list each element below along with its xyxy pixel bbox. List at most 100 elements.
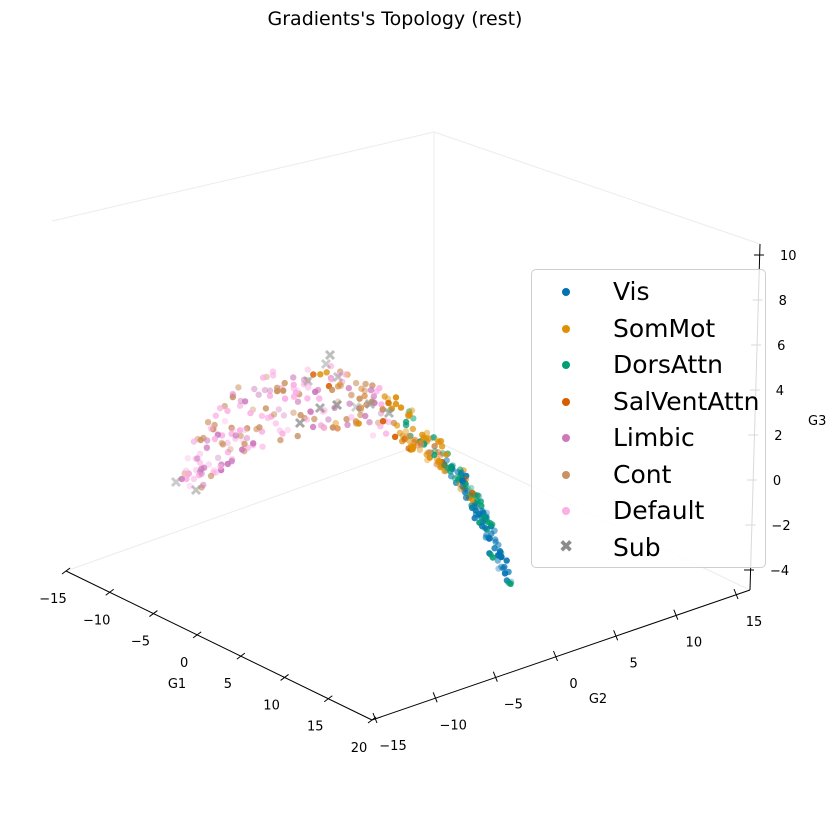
g3-tick-label: −4 bbox=[770, 564, 789, 579]
chart-title: Gradients's Topology (rest) bbox=[267, 8, 523, 30]
point-default bbox=[303, 416, 311, 423]
g3-axis-label: G3 bbox=[808, 414, 826, 429]
point-default bbox=[316, 395, 323, 402]
point-cont bbox=[204, 419, 212, 426]
point-sommot bbox=[336, 381, 344, 388]
sub-marker-stroke bbox=[320, 358, 332, 370]
point-cont bbox=[328, 386, 336, 394]
point-limbic bbox=[198, 465, 205, 472]
point-cont bbox=[356, 405, 363, 412]
point-vis bbox=[443, 457, 450, 464]
point-cont bbox=[337, 382, 345, 390]
point-cont bbox=[270, 411, 278, 418]
point-salventattn bbox=[469, 489, 476, 496]
point-default bbox=[320, 424, 328, 432]
legend-marker bbox=[562, 434, 570, 442]
point-cont bbox=[207, 472, 215, 480]
point-default bbox=[377, 423, 384, 430]
point-salventattn bbox=[358, 385, 365, 392]
point-cont bbox=[235, 384, 242, 391]
point-vis bbox=[498, 563, 505, 570]
point-cont bbox=[228, 424, 235, 431]
point-vis bbox=[463, 487, 470, 494]
sub-marker-stroke bbox=[331, 399, 343, 411]
legend-item: Cont bbox=[532, 457, 765, 493]
point-salventattn bbox=[411, 436, 419, 444]
point-vis bbox=[488, 530, 495, 537]
point-sommot bbox=[408, 407, 416, 414]
point-cont bbox=[219, 441, 227, 448]
g2-tick bbox=[492, 671, 498, 682]
g2-axis-label: G2 bbox=[589, 692, 607, 707]
point-dorsattn bbox=[466, 491, 474, 498]
point-sommot bbox=[435, 457, 443, 465]
point-dorsattn bbox=[454, 474, 461, 481]
point-default bbox=[264, 414, 271, 421]
point-sub bbox=[331, 399, 343, 411]
point-cont bbox=[406, 432, 413, 440]
point-cont bbox=[241, 440, 248, 448]
point-default bbox=[217, 463, 224, 471]
point-sub bbox=[383, 407, 395, 419]
sub-marker-stroke bbox=[170, 476, 182, 488]
point-salventattn bbox=[379, 418, 387, 425]
g1-tick bbox=[323, 695, 333, 703]
point-cont bbox=[362, 380, 369, 388]
point-sommot bbox=[409, 443, 417, 450]
point-limbic bbox=[251, 385, 258, 393]
g3-tick-label: 4 bbox=[776, 384, 784, 399]
legend-marker-x-icon: ✖ bbox=[559, 536, 574, 557]
point-sommot bbox=[405, 412, 412, 419]
point-cont bbox=[361, 387, 368, 394]
point-sub bbox=[190, 484, 202, 496]
point-dorsattn bbox=[505, 579, 513, 586]
g1-tick-label: −5 bbox=[131, 635, 150, 650]
legend: Vis SomMot DorsAttn SalVentAttn Limbic Cont De… bbox=[531, 269, 766, 568]
point-dorsattn bbox=[402, 421, 410, 429]
point-limbic bbox=[239, 446, 246, 453]
sub-marker-stroke bbox=[320, 358, 332, 370]
g2-tick-label: −15 bbox=[379, 739, 406, 754]
point-limbic bbox=[362, 412, 369, 420]
point-dorsattn bbox=[480, 513, 488, 521]
point-sommot bbox=[443, 451, 450, 458]
point-sommot bbox=[423, 451, 430, 458]
point-cont bbox=[262, 405, 270, 412]
legend-item: SomMot bbox=[532, 311, 765, 347]
point-default bbox=[304, 366, 311, 373]
g2-tick-label: 0 bbox=[569, 677, 577, 692]
point-dorsattn bbox=[431, 451, 438, 459]
g1-tick bbox=[280, 674, 289, 681]
point-cont bbox=[329, 424, 337, 431]
point-cont bbox=[356, 395, 363, 402]
point-default bbox=[272, 420, 279, 427]
g2-tick bbox=[673, 609, 679, 620]
legend-marker bbox=[562, 397, 570, 406]
sub-marker-stroke bbox=[364, 398, 376, 410]
point-vis bbox=[462, 494, 470, 501]
sub-marker-stroke bbox=[170, 476, 182, 488]
point-vis bbox=[505, 568, 512, 576]
point-vis bbox=[494, 557, 501, 564]
g2-tick-label: −10 bbox=[439, 718, 466, 733]
point-sub bbox=[302, 375, 314, 387]
legend-item: Default bbox=[532, 493, 765, 529]
g3-tick-label: 6 bbox=[777, 339, 785, 354]
point-default bbox=[304, 378, 311, 386]
g1-tick bbox=[236, 652, 246, 660]
point-limbic bbox=[255, 391, 262, 398]
g3-tick-label: 2 bbox=[774, 429, 782, 444]
g2-tick bbox=[372, 712, 378, 724]
point-dorsattn bbox=[430, 434, 437, 441]
point-default bbox=[376, 384, 383, 392]
point-vis bbox=[492, 538, 499, 545]
legend-label: Default bbox=[613, 496, 705, 525]
point-sub bbox=[170, 476, 182, 488]
point-limbic bbox=[367, 386, 375, 394]
legend-marker bbox=[562, 324, 570, 333]
point-default bbox=[281, 395, 289, 402]
pane-edge bbox=[433, 131, 761, 245]
point-limbic bbox=[314, 386, 322, 394]
g3-tick-label: 10 bbox=[780, 249, 797, 264]
point-cont bbox=[379, 406, 386, 413]
